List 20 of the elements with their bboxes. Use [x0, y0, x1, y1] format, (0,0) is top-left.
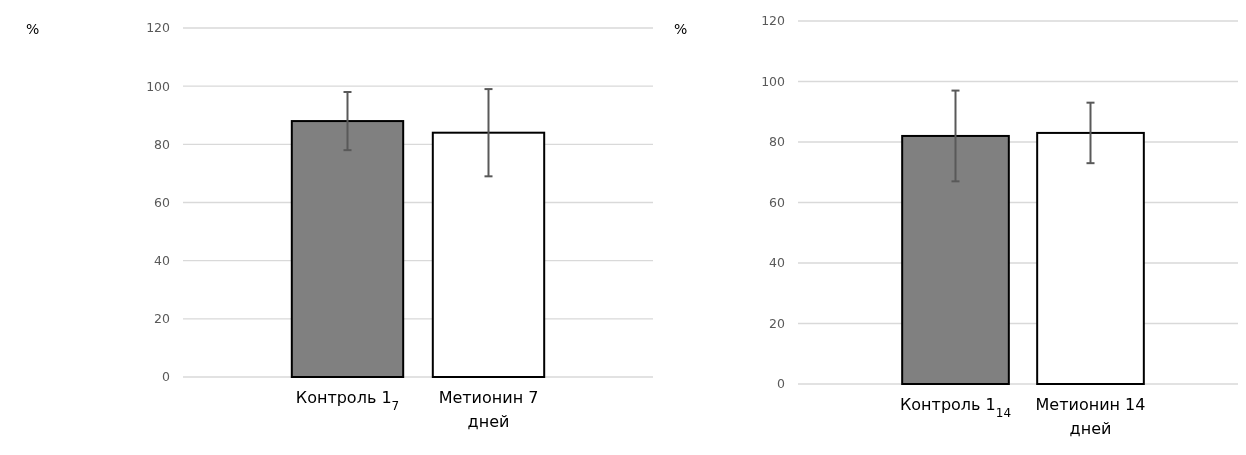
- y-tick-label: 40: [154, 253, 171, 269]
- y-tick-label: 20: [154, 311, 171, 327]
- y-axis-title: %: [674, 21, 688, 37]
- y-tick-label: 40: [769, 255, 786, 271]
- y-tick-label: 120: [146, 20, 171, 36]
- x-tick-label: Метионин 14 дней: [1035, 395, 1146, 438]
- y-tick-label: 0: [777, 376, 786, 392]
- x-tick-label: Контроль 1$_{7}$: [295, 388, 400, 413]
- y-tick-label: 20: [769, 315, 786, 331]
- y-tick-label: 60: [154, 194, 171, 210]
- y-tick-label: 100: [761, 73, 786, 89]
- y-tick-label: 100: [146, 78, 171, 94]
- x-tick-label: Метионин 7 дней: [438, 388, 539, 431]
- x-tick-label: Контроль 1$_{14}$: [899, 395, 1012, 420]
- y-tick-label: 80: [769, 134, 786, 150]
- y-tick-label: 0: [162, 369, 171, 385]
- y-axis-title: %: [26, 21, 40, 37]
- y-tick-label: 60: [769, 194, 786, 210]
- y-tick-label: 120: [761, 13, 786, 29]
- y-tick-label: 80: [154, 136, 171, 152]
